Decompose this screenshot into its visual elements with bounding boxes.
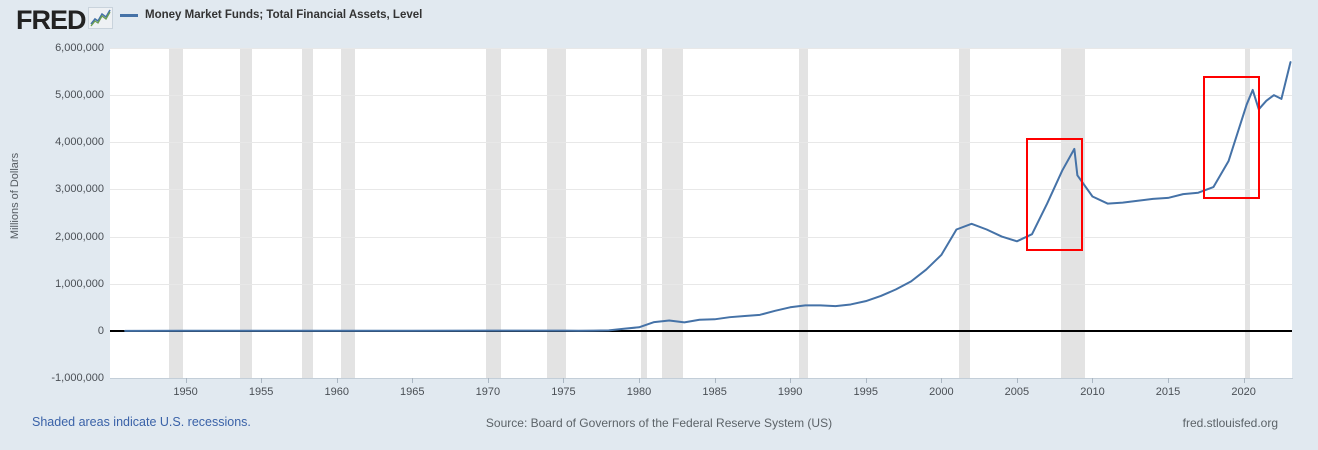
x-axis-tick-mark xyxy=(487,378,489,383)
x-axis-tick-mark xyxy=(261,378,263,383)
y-axis-tick-label: 0 xyxy=(97,324,104,337)
recession-band xyxy=(341,48,355,378)
recession-band xyxy=(168,48,183,378)
x-axis-tick-mark xyxy=(1168,378,1170,383)
annotation-highlight-2006-2009 xyxy=(1025,137,1084,251)
x-axis-tick-label: 2005 xyxy=(1004,386,1030,398)
y-axis-tick-label: 5,000,000 xyxy=(55,89,104,102)
x-axis-tick-label: 1975 xyxy=(551,386,576,398)
series-line-svg xyxy=(124,61,1292,332)
x-axis-tick-mark xyxy=(790,378,792,383)
x-axis-tick-mark xyxy=(1016,378,1018,383)
plot-canvas xyxy=(110,48,1292,378)
x-axis-tick-label: 1965 xyxy=(400,386,425,398)
chart-header: FRED Money Market Funds; Total Financial… xyxy=(0,0,1318,38)
recession-band xyxy=(1245,48,1250,378)
x-axis-tick-mark xyxy=(563,378,565,383)
recession-band xyxy=(959,48,971,378)
x-axis-tick-mark xyxy=(336,378,338,383)
series-line xyxy=(124,61,1292,332)
gridline xyxy=(110,189,1292,191)
x-axis-tick-label: 1980 xyxy=(626,386,652,398)
line-chart-icon-svg xyxy=(90,9,111,27)
x-axis-tick-label: 2015 xyxy=(1155,386,1181,398)
x-axis-tick-mark xyxy=(1092,378,1094,383)
legend-color-swatch xyxy=(120,13,138,17)
gridline xyxy=(110,283,1292,285)
x-axis-tick-mark xyxy=(714,378,716,383)
zero-axis-line xyxy=(110,329,1292,332)
y-axis-ticks: 6,000,000 5,000,000 4,000,000 3,000,000 2,00… xyxy=(0,38,104,408)
gridline xyxy=(110,95,1292,97)
x-axis-tick-label: 1990 xyxy=(777,386,803,398)
recession-band xyxy=(799,48,809,378)
chart-legend: Money Market Funds; Total Financial Asse… xyxy=(120,9,422,21)
x-axis-tick-mark xyxy=(185,378,187,383)
x-axis-line xyxy=(110,378,1293,379)
x-axis-tick-mark xyxy=(941,378,943,383)
y-axis-tick-label: 1,000,000 xyxy=(55,277,104,290)
x-axis-tick-mark xyxy=(412,378,414,383)
recession-band xyxy=(1060,48,1085,378)
recession-band xyxy=(486,48,502,378)
x-axis-tick-label: 1960 xyxy=(324,386,349,398)
recession-note-link[interactable]: Shaded areas indicate U.S. recessions. xyxy=(32,415,251,429)
x-axis-tick-label: 1955 xyxy=(248,386,274,398)
gridline xyxy=(110,48,1292,49)
x-axis-tick-label: 1970 xyxy=(475,386,501,398)
recession-band xyxy=(661,48,683,378)
x-axis-tick-label: 1985 xyxy=(702,386,727,398)
annotation-highlight-2017-2020 xyxy=(1202,76,1261,199)
x-axis-tick-label: 1995 xyxy=(853,386,878,398)
x-axis-tick-label: 2020 xyxy=(1231,386,1256,398)
line-chart-icon xyxy=(88,7,113,29)
gridline xyxy=(110,142,1292,144)
recession-band xyxy=(546,48,567,378)
y-axis-tick-label: 3,000,000 xyxy=(55,183,104,196)
recession-band xyxy=(301,48,313,378)
source-note: Source: Board of Governors of the Federa… xyxy=(485,416,833,430)
y-axis-tick-label: 4,000,000 xyxy=(55,136,104,149)
recession-band xyxy=(239,48,253,378)
fred-logo: FRED xyxy=(16,5,86,35)
x-axis-tick-mark xyxy=(865,378,867,383)
x-axis-tick-label: 1950 xyxy=(173,386,198,398)
fred-url: fred.stlouisfed.org xyxy=(1182,416,1278,430)
recession-band xyxy=(640,48,647,378)
y-axis-tick-label: -1,000,000 xyxy=(51,372,104,384)
x-axis-tick-label: 2000 xyxy=(929,386,954,398)
chart-area: Millions of Dollars 6,000,000 5,000,000 4,… xyxy=(0,38,1318,408)
x-axis-tick-mark xyxy=(639,378,641,383)
x-axis-tick-label: 2010 xyxy=(1080,386,1105,398)
y-axis-tick-label: 2,000,000 xyxy=(55,230,104,243)
y-axis-tick-label: 6,000,000 xyxy=(55,42,104,54)
legend-series-label: Money Market Funds; Total Financial Asse… xyxy=(145,9,423,21)
chart-footer: Shaded areas indicate U.S. recessions. S… xyxy=(0,415,1318,439)
x-axis-tick-mark xyxy=(1243,378,1245,383)
gridline xyxy=(110,236,1292,238)
